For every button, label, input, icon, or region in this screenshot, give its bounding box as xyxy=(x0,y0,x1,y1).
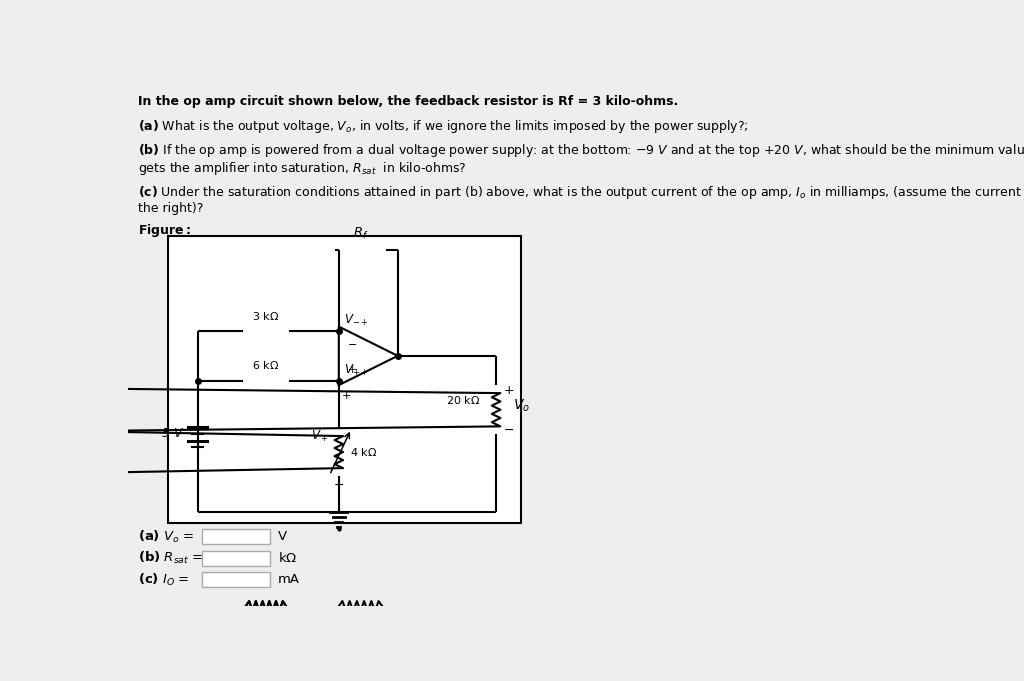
Text: $-$: $-$ xyxy=(333,478,344,491)
Text: 6 k$\Omega$: 6 k$\Omega$ xyxy=(252,360,280,371)
Text: $\mathbf{Figure:}$: $\mathbf{Figure:}$ xyxy=(138,223,191,240)
Text: $\mathbf{(b)}$ If the op amp is powered from a dual voltage power supply: at the: $\mathbf{(b)}$ If the op amp is powered … xyxy=(138,142,1024,159)
Text: $V_+$: $V_+$ xyxy=(311,429,329,444)
Text: k$\Omega$: k$\Omega$ xyxy=(278,552,297,565)
Text: $-$: $-$ xyxy=(503,422,514,435)
Bar xyxy=(202,529,270,544)
Text: V: V xyxy=(278,530,287,543)
Bar xyxy=(202,551,270,566)
Text: In the op amp circuit shown below, the feedback resistor is Rf = 3 kilo-ohms.: In the op amp circuit shown below, the f… xyxy=(138,95,678,108)
Text: $\mathbf{(a)}$ What is the output voltage, $V_o$, in volts, if we ignore the lim: $\mathbf{(a)}$ What is the output voltag… xyxy=(138,118,749,136)
Text: $\mathbf{(c)}$ $I_O$ =: $\mathbf{(c)}$ $I_O$ = xyxy=(138,572,189,588)
Text: $-$: $-$ xyxy=(347,338,357,348)
Text: $+$: $+$ xyxy=(347,364,357,375)
Text: $+$: $+$ xyxy=(503,384,514,397)
Text: mA: mA xyxy=(278,573,300,586)
Text: gets the amplifier into saturation, $R_{sat}$  in kilo-ohms?: gets the amplifier into saturation, $R_{… xyxy=(138,160,467,177)
Text: $R_f$: $R_f$ xyxy=(352,226,369,241)
Text: $\mathbf{(a)}$ $V_o$ =: $\mathbf{(a)}$ $V_o$ = xyxy=(138,528,195,545)
Text: $V_o$: $V_o$ xyxy=(513,398,530,414)
Text: $V_{-+}$: $V_{-+}$ xyxy=(344,313,369,328)
Bar xyxy=(202,573,270,588)
Text: 4 k$\Omega$: 4 k$\Omega$ xyxy=(349,446,377,458)
Bar xyxy=(168,236,521,523)
Text: 5 V: 5 V xyxy=(162,427,182,440)
Text: $V_{++}$: $V_{++}$ xyxy=(344,362,369,378)
Text: the right)?: the right)? xyxy=(138,202,204,215)
Text: 20 k$\Omega$: 20 k$\Omega$ xyxy=(446,394,480,407)
Text: $\mathbf{(b)}$ $R_{sat}$ =: $\mathbf{(b)}$ $R_{sat}$ = xyxy=(138,550,204,567)
Text: $\mathbf{(c)}$ Under the saturation conditions attained in part (b) above, what : $\mathbf{(c)}$ Under the saturation cond… xyxy=(138,185,1024,202)
Text: $+$: $+$ xyxy=(341,390,351,401)
Text: 3 k$\Omega$: 3 k$\Omega$ xyxy=(252,310,280,321)
